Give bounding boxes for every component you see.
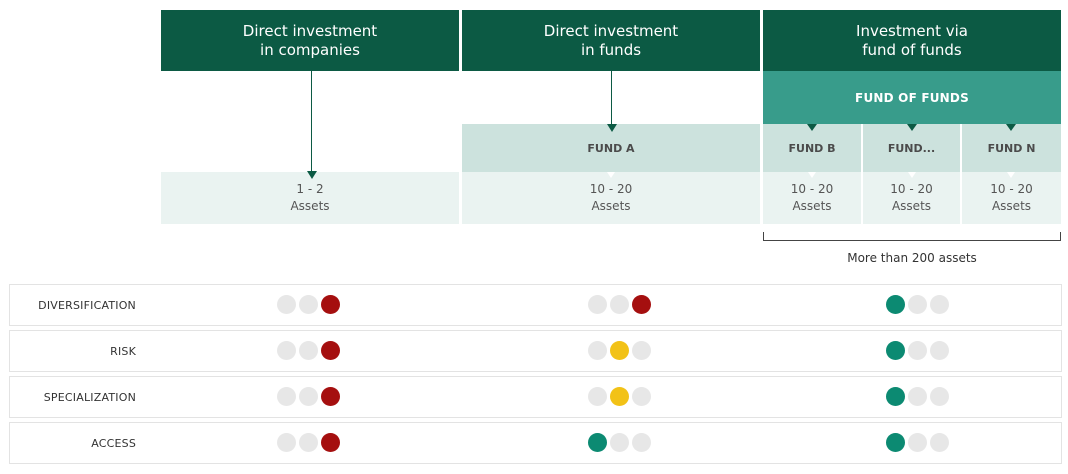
arrow-down-icon — [307, 171, 317, 179]
grey-dot-icon — [588, 341, 607, 360]
asset-box-fund-b: 10 - 20 Assets — [763, 172, 861, 224]
grey-dot-icon — [277, 387, 296, 406]
grey-dot-icon — [299, 341, 318, 360]
grey-dot-icon — [277, 341, 296, 360]
fund-box-b: FUND B — [763, 124, 861, 172]
red-dot-icon — [321, 295, 340, 314]
criteria-row-diversification: DIVERSIFICATION — [9, 284, 1062, 326]
criteria-row-specialization: SPECIALIZATION — [9, 376, 1062, 418]
red-dot-icon — [632, 295, 651, 314]
red-dot-icon — [321, 433, 340, 452]
red-dot-icon — [321, 341, 340, 360]
asset-range: 1 - 2 — [296, 182, 324, 196]
criteria-label: SPECIALIZATION — [43, 390, 136, 404]
pointer-down-icon — [1006, 124, 1016, 131]
green-dot-icon — [886, 295, 905, 314]
column-title-line1: Investment via — [856, 21, 968, 40]
rating-dots — [588, 295, 654, 315]
criteria-row-access: ACCESS — [9, 422, 1062, 464]
grey-dot-icon — [930, 295, 949, 314]
pointer-down-icon — [807, 124, 817, 131]
asset-range: 10 - 20 — [890, 182, 933, 196]
grey-dot-icon — [632, 341, 651, 360]
criteria-row-risk: RISK — [9, 330, 1062, 372]
grey-dot-icon — [908, 295, 927, 314]
asset-range: 10 - 20 — [990, 182, 1033, 196]
pointer-down-icon — [908, 172, 916, 178]
green-dot-icon — [886, 387, 905, 406]
fund-box-n: FUND N — [962, 124, 1061, 172]
pointer-down-icon — [808, 172, 816, 178]
pointer-down-icon — [907, 124, 917, 131]
arrow-down-icon — [607, 124, 617, 132]
yellow-dot-icon — [610, 387, 629, 406]
assets-bracket — [763, 232, 1061, 241]
grey-dot-icon — [610, 433, 629, 452]
red-dot-icon — [321, 387, 340, 406]
green-dot-icon — [886, 341, 905, 360]
column-title-line2: in companies — [260, 40, 360, 59]
grey-dot-icon — [299, 295, 318, 314]
asset-box-fund-n: 10 - 20 Assets — [962, 172, 1061, 224]
pointer-down-icon — [1007, 172, 1015, 178]
rating-dots — [588, 341, 654, 361]
asset-unit: Assets — [991, 199, 1032, 213]
rating-dots — [277, 341, 343, 361]
grey-dot-icon — [908, 433, 927, 452]
fund-of-funds-band: FUND OF FUNDS — [763, 71, 1061, 124]
column-title-line1: Direct investment — [543, 21, 679, 40]
fund-box-more: FUND... — [863, 124, 960, 172]
grey-dot-icon — [930, 433, 949, 452]
criteria-label: RISK — [110, 344, 136, 358]
asset-unit: Assets — [290, 199, 330, 213]
column-title-line1: Direct investment — [242, 21, 378, 40]
asset-unit: Assets — [792, 199, 832, 213]
yellow-dot-icon — [610, 341, 629, 360]
column-header-direct-funds: Direct investment in funds — [462, 10, 760, 71]
asset-box-companies: 1 - 2 Assets — [161, 172, 459, 224]
grey-dot-icon — [610, 295, 629, 314]
asset-range: 10 - 20 — [589, 182, 633, 196]
grey-dot-icon — [588, 387, 607, 406]
connector-line — [311, 71, 312, 173]
column-title-line2: in funds — [580, 40, 642, 59]
criteria-label: DIVERSIFICATION — [38, 298, 136, 312]
asset-box-fund-more: 10 - 20 Assets — [863, 172, 960, 224]
rating-dots — [277, 295, 343, 315]
asset-range: 10 - 20 — [790, 182, 834, 196]
column-header-direct-companies: Direct investment in companies — [161, 10, 459, 71]
asset-box-fund-a: 10 - 20 Assets — [462, 172, 760, 224]
asset-unit: Assets — [891, 199, 932, 213]
pointer-down-icon — [607, 172, 615, 178]
grey-dot-icon — [632, 387, 651, 406]
rating-dots — [886, 295, 952, 315]
rating-dots — [588, 387, 654, 407]
rating-dots — [886, 433, 952, 453]
rating-dots — [886, 387, 952, 407]
grey-dot-icon — [930, 387, 949, 406]
column-title-line2: fund of funds — [862, 40, 962, 59]
rating-dots — [277, 387, 343, 407]
grey-dot-icon — [299, 433, 318, 452]
bracket-label: More than 200 assets — [847, 251, 977, 265]
grey-dot-icon — [277, 433, 296, 452]
connector-line — [611, 71, 612, 125]
grey-dot-icon — [908, 341, 927, 360]
rating-dots — [588, 433, 654, 453]
grey-dot-icon — [930, 341, 949, 360]
grey-dot-icon — [277, 295, 296, 314]
rating-dots — [886, 341, 952, 361]
criteria-label: ACCESS — [91, 436, 136, 450]
column-header-fund-of-funds: Investment via fund of funds — [763, 10, 1061, 71]
green-dot-icon — [886, 433, 905, 452]
rating-dots — [277, 433, 343, 453]
grey-dot-icon — [632, 433, 651, 452]
fund-box-a: FUND A — [462, 124, 760, 172]
grey-dot-icon — [908, 387, 927, 406]
green-dot-icon — [588, 433, 607, 452]
grey-dot-icon — [588, 295, 607, 314]
grey-dot-icon — [299, 387, 318, 406]
asset-unit: Assets — [591, 199, 631, 213]
